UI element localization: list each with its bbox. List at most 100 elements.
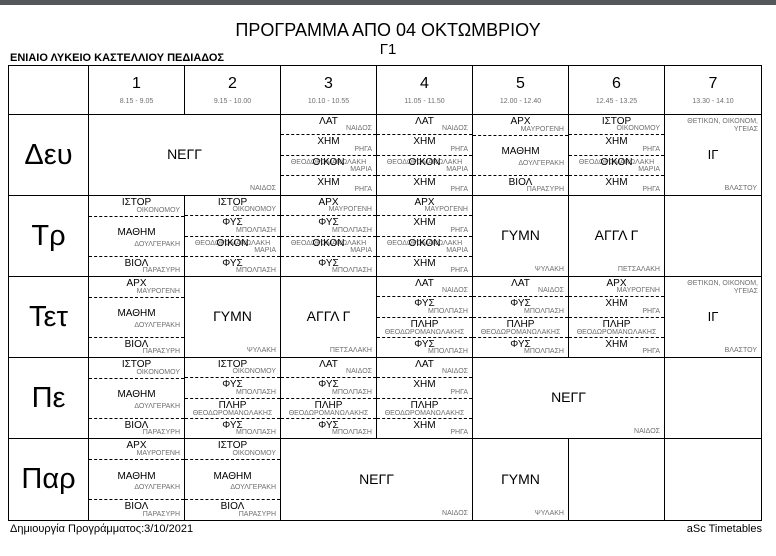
lesson[interactable]: ΛΑΤ ΝΑΙΔΟΣ [377, 277, 472, 296]
lesson[interactable]: ΧΗΜ ΡΗΓΑ [569, 296, 664, 316]
lesson[interactable]: ΘΕΟΔΩΡΟΜΑΝΩΛΑΚΗ ΟΙΚΟΝ ΜΑΡΙΑ [377, 154, 472, 175]
lesson[interactable]: ΦΥΣ ΜΠΟΛΠΑΣΗ [281, 255, 376, 276]
lesson[interactable]: ΜΑΘΗΜ ΔΟΥΛΓΕΡΑΚΗ [473, 134, 568, 175]
lesson[interactable]: ΧΗΜ ΡΗΓΑ [377, 377, 472, 397]
lesson[interactable]: ΙΣΤΟΡ ΟΙΚΟΝΟΜΟΥ [185, 358, 280, 377]
lesson[interactable]: ΧΗΜ ΡΗΓΑ [569, 134, 664, 154]
lesson[interactable]: ΛΑΤ ΝΑΙΔΟΣ [473, 277, 568, 296]
timetable-cell[interactable]: ΝΕΓΓ ΝΑΙΔΟΣ [281, 439, 473, 520]
lesson[interactable]: ΧΗΜ ΡΗΓΑ [377, 417, 472, 438]
lesson[interactable]: ΧΗΜ ΡΗΓΑ [281, 174, 376, 195]
subject-name: ΧΗΜ [413, 176, 436, 188]
teacher-name: ΜΑΥΡΟΓΕΝΗ [424, 206, 468, 214]
lesson[interactable]: ΦΥΣ ΜΠΟΛΠΑΣΗ [185, 255, 280, 276]
lesson[interactable]: ΛΑΤ ΝΑΙΔΟΣ [281, 358, 376, 377]
lesson[interactable]: ΦΥΣ ΜΠΟΛΠΑΣΗ [185, 417, 280, 438]
lesson[interactable]: ΜΑΘΗΜ ΔΟΥΛΓΕΡΑΚΗ [89, 377, 184, 418]
timetable-cell[interactable]: ΝΕΓΓ ΝΑΙΔΟΣ [89, 115, 281, 196]
lesson[interactable]: ΜΑΘΗΜ ΔΟΥΛΓΕΡΑΚΗ [89, 458, 184, 500]
lesson[interactable]: ΜΑΘΗΜ ΔΟΥΛΓΕΡΑΚΗ [89, 215, 184, 256]
lesson[interactable]: ΠΛΗΡ ΘΕΟΔΩΡΟΜΑΝΩΛΑΚΗΣ [473, 316, 568, 337]
subject-name: ΑΡΧ [126, 278, 147, 289]
teacher-name: ΠΑΡΑΣΥΡΗ [142, 348, 180, 355]
lesson[interactable]: ΦΥΣ ΜΠΟΛΠΑΣΗ [185, 377, 280, 397]
lesson[interactable]: ΘΕΟΔΩΡΟΜΑΝΩΛΑΚΗ ΟΙΚΟΝ ΜΑΡΙΑ [281, 235, 376, 256]
teacher-name: ΘΕΟΔΩΡΟΜΑΝΩΛΑΚΗ [290, 158, 367, 166]
timetable-cell: ΑΡΧ ΜΑΥΡΟΓΕΝΗ ΦΥΣ ΜΠΟΛΠΑΣΗ ΘΕΟΔΩΡΟΜΑΝΩΛΑΚΗ ΟΙ… [281, 196, 377, 277]
lesson[interactable]: ΧΗΜ ΡΗΓΑ [569, 336, 664, 357]
timetable-cell[interactable]: ΑΓΓΛ Γ ΠΕΤΣΑΛΑΚΗ [281, 277, 377, 358]
lesson[interactable]: ΦΥΣ ΜΠΟΛΠΑΣΗ [281, 417, 376, 438]
subject-name: ΧΗΜ [413, 257, 436, 269]
class-name: Γ1 [379, 41, 397, 58]
timetable-cell[interactable]: ΓΥΜΝ ΨΥΛΑΚΗ [185, 277, 281, 358]
teacher-name: ΜΑΡΙΑ [638, 165, 660, 173]
lesson[interactable]: ΦΥΣ ΜΠΟΛΠΑΣΗ [377, 336, 472, 357]
lesson[interactable]: ΑΡΧ ΜΑΥΡΟΓΕΝΗ [473, 115, 568, 135]
lesson[interactable]: ΧΗΜ ΡΗΓΑ [377, 134, 472, 154]
lesson[interactable]: ΑΡΧ ΜΑΥΡΟΓΕΝΗ [89, 439, 184, 459]
lesson[interactable]: ΜΑΘΗΜ ΔΟΥΛΓΕΡΑΚΗ [185, 458, 280, 500]
lesson[interactable]: ΠΛΗΡ ΘΕΟΔΩΡΟΜΑΝΩΛΑΚΗΣ [569, 316, 664, 337]
subject-name: ΙΣΤΟΡ [121, 197, 152, 208]
timetable-cell[interactable]: ΓΥΜΝ ΨΥΛΑΚΗ [473, 196, 569, 277]
lesson[interactable]: ΒΙΟΛ ΠΑΡΑΣΥΡΗ [473, 174, 568, 196]
day-row: Τρ ΙΣΤΟΡ ΟΙΚΟΝΟΜΟΥ ΜΑΘΗΜ ΔΟΥΛΓΕΡΑΚΗ ΒΙΟΛ ΠΑΡΑΣ… [9, 196, 761, 277]
timetable-cell[interactable]: ΘΕΤΙΚΩΝ, ΟΙΚΟΝΟΜ, ΥΓΕΙΑΣ ΙΓ ΒΛΑΣΤΟΥ [665, 115, 761, 196]
lesson[interactable]: ΧΗΜ ΡΗΓΑ [377, 215, 472, 235]
lesson[interactable]: ΙΣΤΟΡ ΟΙΚΟΝΟΜΟΥ [185, 196, 280, 215]
lesson[interactable]: ΛΑΤ ΝΑΙΔΟΣ [377, 358, 472, 377]
teacher-name: ΨΥΛΑΚΗ [246, 347, 276, 354]
lesson[interactable]: ΛΑΤ ΝΑΙΔΟΣ [281, 115, 376, 134]
lesson[interactable]: ΛΑΤ ΝΑΙΔΟΣ [377, 115, 472, 134]
lesson[interactable]: ΦΥΣ ΜΠΟΛΠΑΣΗ [377, 296, 472, 316]
lesson[interactable]: ΠΛΗΡ ΘΕΟΔΩΡΟΜΑΝΩΛΑΚΗΣ [377, 397, 472, 418]
lesson[interactable]: ΦΥΣ ΜΠΟΛΠΑΣΗ [473, 336, 568, 357]
lesson[interactable]: ΠΛΗΡ ΘΕΟΔΩΡΟΜΑΝΩΛΑΚΗΣ [281, 397, 376, 418]
lesson[interactable]: ΒΙΟΛ ΠΑΡΑΣΥΡΗ [89, 499, 184, 520]
lesson[interactable]: ΘΕΟΔΩΡΟΜΑΝΩΛΑΚΗ ΟΙΚΟΝ ΜΑΡΙΑ [281, 154, 376, 175]
lesson[interactable]: ΦΥΣ ΜΠΟΛΠΑΣΗ [281, 377, 376, 397]
teacher-name: ΜΠΟΛΠΑΣΗ [236, 429, 276, 436]
lesson[interactable]: ΒΙΟΛ ΠΑΡΑΣΥΡΗ [89, 255, 184, 277]
teacher-name: ΘΕΟΔΩΡΟΜΑΝΩΛΑΚΗΣ [288, 409, 369, 417]
lesson[interactable]: ΑΡΧ ΜΑΥΡΟΓΕΝΗ [377, 196, 472, 215]
lesson[interactable]: ΙΣΤΟΡ ΟΙΚΟΝΟΜΟΥ [89, 358, 184, 378]
lesson[interactable]: ΑΡΧ ΜΑΥΡΟΓΕΝΗ [569, 277, 664, 296]
timetable-cell: ΛΑΤ ΝΑΙΔΟΣ ΦΥΣ ΜΠΟΛΠΑΣΗ ΠΛΗΡ ΘΕΟΔΩΡΟΜΑΝΩΛΑΚΗΣ… [473, 277, 569, 358]
timetable-cell[interactable]: ΓΥΜΝ ΨΥΛΑΚΗ [473, 439, 569, 520]
day-label: Τρ [9, 196, 89, 277]
lesson[interactable]: ΙΣΤΟΡ ΟΙΚΟΝΟΜΟΥ [89, 196, 184, 216]
teacher-name: ΜΑΥΡΟΓΕΝΗ [136, 449, 180, 457]
lesson[interactable]: ΑΡΧ ΜΑΥΡΟΓΕΝΗ [89, 277, 184, 297]
timetable-cell[interactable]: ΑΓΓΛ Γ ΠΕΤΣΑΛΑΚΗ [569, 196, 665, 277]
lesson[interactable]: ΘΕΟΔΩΡΟΜΑΝΩΛΑΚΗ ΟΙΚΟΝ ΜΑΡΙΑ [185, 235, 280, 256]
lesson[interactable]: ΑΡΧ ΜΑΥΡΟΓΕΝΗ [281, 196, 376, 215]
day-label: Πε [9, 358, 89, 439]
subject-name: ΝΕΓΓ [551, 389, 586, 406]
lesson[interactable]: ΦΥΣ ΜΠΟΛΠΑΣΗ [185, 215, 280, 235]
timetable-cell-empty [665, 196, 761, 277]
lesson[interactable]: ΦΥΣ ΜΠΟΛΠΑΣΗ [281, 215, 376, 235]
teacher-name: ΝΑΙΔΟΣ [634, 428, 660, 435]
lesson[interactable]: ΒΙΟΛ ΠΑΡΑΣΥΡΗ [89, 336, 184, 358]
lesson[interactable]: ΘΕΟΔΩΡΟΜΑΝΩΛΑΚΗ ΟΙΚΟΝ ΜΑΡΙΑ [569, 154, 664, 175]
period-time: 12.45 - 13.25 [595, 98, 638, 105]
timetable-cell[interactable]: ΝΕΓΓ ΝΑΙΔΟΣ [473, 358, 665, 439]
lesson[interactable]: ΧΗΜ ΡΗΓΑ [569, 174, 664, 195]
lesson[interactable]: ΠΛΗΡ ΘΕΟΔΩΡΟΜΑΝΩΛΑΚΗΣ [185, 397, 280, 418]
lesson[interactable]: ΜΑΘΗΜ ΔΟΥΛΓΕΡΑΚΗ [89, 296, 184, 337]
lesson[interactable]: ΧΗΜ ΡΗΓΑ [377, 255, 472, 276]
lesson[interactable]: ΘΕΟΔΩΡΟΜΑΝΩΛΑΚΗ ΟΙΚΟΝ ΜΑΡΙΑ [377, 235, 472, 256]
lesson[interactable]: ΒΙΟΛ ΠΑΡΑΣΥΡΗ [89, 417, 184, 439]
lesson[interactable]: ΦΥΣ ΜΠΟΛΠΑΣΗ [473, 296, 568, 316]
lesson[interactable]: ΠΛΗΡ ΘΕΟΔΩΡΟΜΑΝΩΛΑΚΗΣ [377, 316, 472, 337]
lesson[interactable]: ΙΣΤΟΡ ΟΙΚΟΝΟΜΟΥ [569, 115, 664, 134]
lesson[interactable]: ΧΗΜ ΡΗΓΑ [281, 134, 376, 154]
subject-name: ΛΑΤ [319, 116, 338, 127]
lesson[interactable]: ΧΗΜ ΡΗΓΑ [377, 174, 472, 195]
lesson[interactable]: ΙΣΤΟΡ ΟΙΚΟΝΟΜΟΥ [185, 439, 280, 459]
teacher-name: ΜΑΡΙΑ [350, 246, 372, 254]
timetable-cell[interactable]: ΘΕΤΙΚΩΝ, ΟΙΚΟΝΟΜ, ΥΓΕΙΑΣ ΙΓ ΒΛΑΣΤΟΥ [665, 277, 761, 358]
lesson[interactable]: ΒΙΟΛ ΠΑΡΑΣΥΡΗ [185, 499, 280, 520]
